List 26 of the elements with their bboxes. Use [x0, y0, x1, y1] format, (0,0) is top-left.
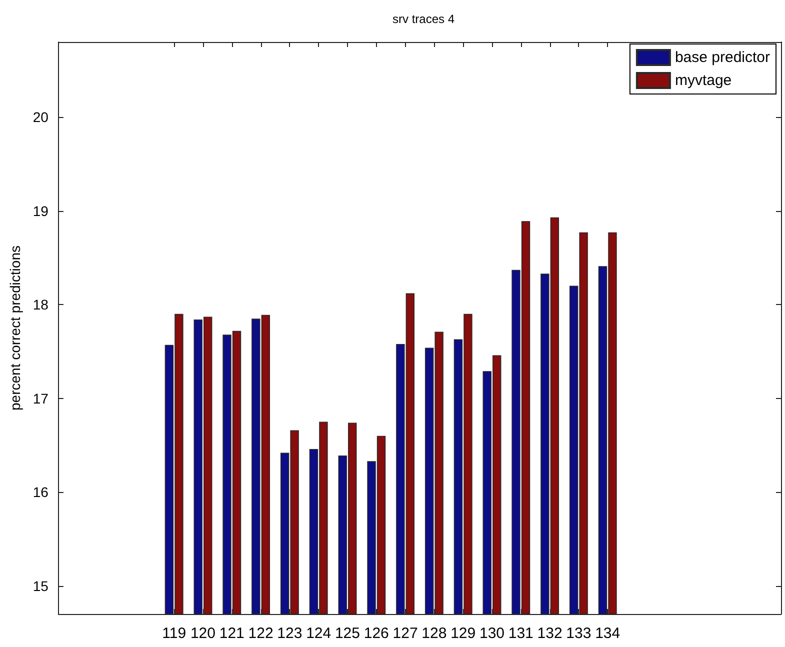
y-tick-label: 19 — [32, 202, 49, 219]
x-tick-label: 127 — [392, 625, 418, 642]
x-tick-label: 126 — [364, 625, 389, 642]
chart-title: srv traces 4 — [392, 12, 455, 26]
x-tick-label: 134 — [595, 625, 620, 642]
x-tick-label: 129 — [450, 625, 476, 642]
y-tick-label: 18 — [32, 296, 49, 313]
x-tick-label: 122 — [248, 625, 274, 642]
y-tick-label: 15 — [32, 578, 49, 594]
x-tick-label: 119 — [162, 625, 186, 642]
x-tick-label: 124 — [306, 625, 332, 642]
y-axis-title: percent correct predictions — [7, 246, 23, 410]
legend-label: base predictor — [674, 49, 770, 66]
x-tick-label: 131 — [508, 625, 534, 642]
y-tick-label: 17 — [32, 390, 49, 406]
x-tick-label: 121 — [219, 625, 244, 642]
x-tick-label: 130 — [479, 625, 505, 642]
y-tick-label: 16 — [32, 484, 49, 500]
x-tick-label: 125 — [334, 625, 360, 642]
y-tick-label: 20 — [32, 109, 49, 126]
legend-label: myvtage — [674, 72, 732, 89]
x-tick-label: 133 — [566, 625, 592, 642]
x-tick-label: 120 — [190, 625, 216, 642]
x-tick-label: 128 — [422, 625, 447, 642]
x-tick-label: 123 — [277, 625, 302, 642]
x-tick-label: 132 — [537, 625, 562, 642]
